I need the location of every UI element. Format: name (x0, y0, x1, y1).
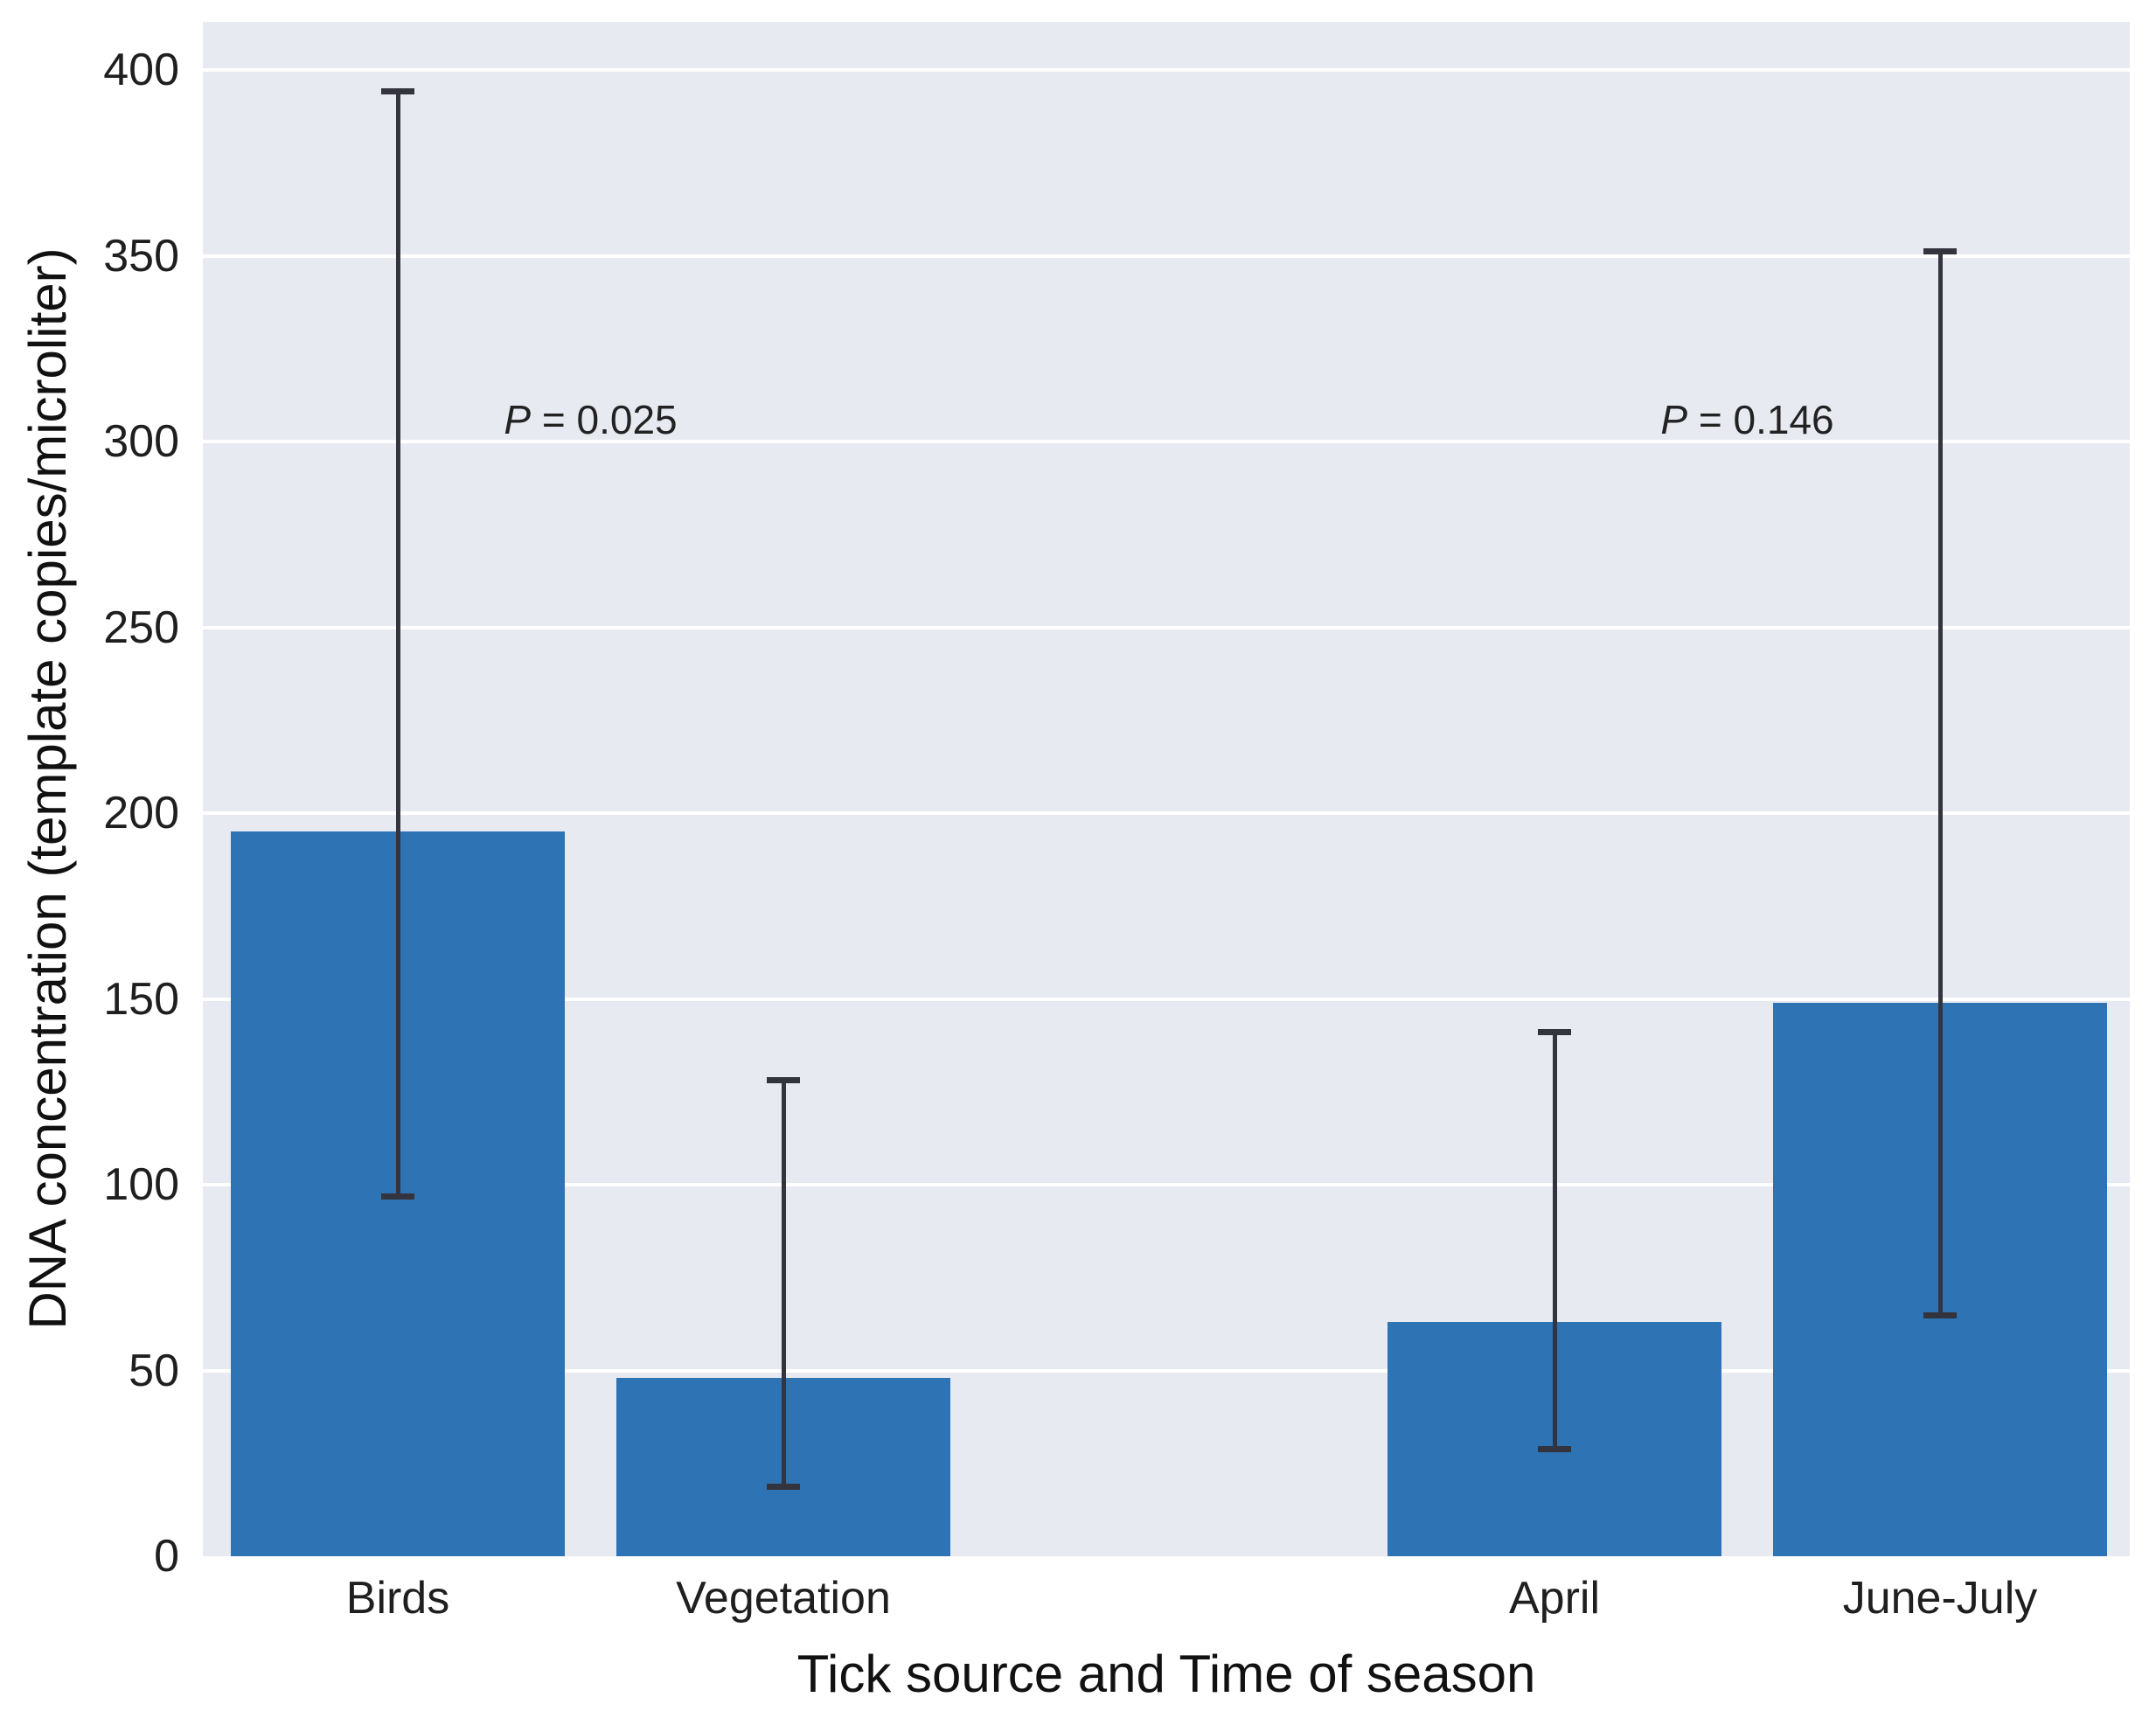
plot-area (203, 22, 2130, 1556)
y-tick-label-350: 350 (103, 230, 179, 282)
gridline-y-100 (203, 1183, 2130, 1186)
gridline-y-150 (203, 997, 2130, 1001)
gridline-y-400 (203, 68, 2130, 72)
error-bar-cap-low-birds (381, 1193, 414, 1200)
gridline-y-50 (203, 1368, 2130, 1373)
gridline-y-200 (203, 811, 2130, 815)
error-bar-line-april (1552, 1028, 1557, 1452)
y-tick-label-0: 0 (154, 1531, 179, 1582)
error-bar-line-vegetation (781, 1076, 786, 1490)
error-bar-cap-high-birds (381, 88, 414, 95)
y-tick-label-250: 250 (103, 602, 179, 653)
error-bar-cap-high-june-july (1923, 248, 1957, 254)
error-bar-cap-low-april (1538, 1446, 1571, 1452)
p-value-annotation-2: P = 0.146 (1660, 396, 1834, 442)
gridline-y-350 (203, 254, 2130, 258)
error-bar-line-june-july (1937, 248, 1943, 1318)
x-tick-label-birds: Birds (345, 1573, 450, 1624)
error-bar-line-birds (395, 88, 400, 1200)
y-tick-label-200: 200 (103, 788, 179, 838)
x-tick-label-april: April (1508, 1573, 1601, 1624)
y-tick-label-300: 300 (103, 416, 179, 467)
p-value-annotation-1: P = 0.025 (504, 396, 678, 442)
y-tick-label-50: 50 (129, 1345, 179, 1396)
x-tick-label-june-july: June-July (1842, 1573, 2038, 1624)
x-axis-label: Tick source and Time of season (796, 1645, 1536, 1703)
x-tick-label-vegetation: Vegetation (676, 1573, 891, 1624)
error-bar-cap-low-june-july (1923, 1312, 1957, 1318)
error-bar-cap-high-vegetation (767, 1076, 800, 1083)
y-tick-label-400: 400 (103, 45, 179, 95)
y-tick-label-150: 150 (103, 973, 179, 1025)
gridline-y-250 (203, 625, 2130, 629)
error-bar-cap-low-vegetation (767, 1483, 800, 1490)
p-symbol: P (1660, 396, 1688, 442)
gridline-y-300 (203, 440, 2130, 443)
p-symbol: P (504, 396, 532, 442)
error-bar-cap-high-april (1538, 1028, 1571, 1035)
y-tick-label-100: 100 (103, 1159, 179, 1210)
